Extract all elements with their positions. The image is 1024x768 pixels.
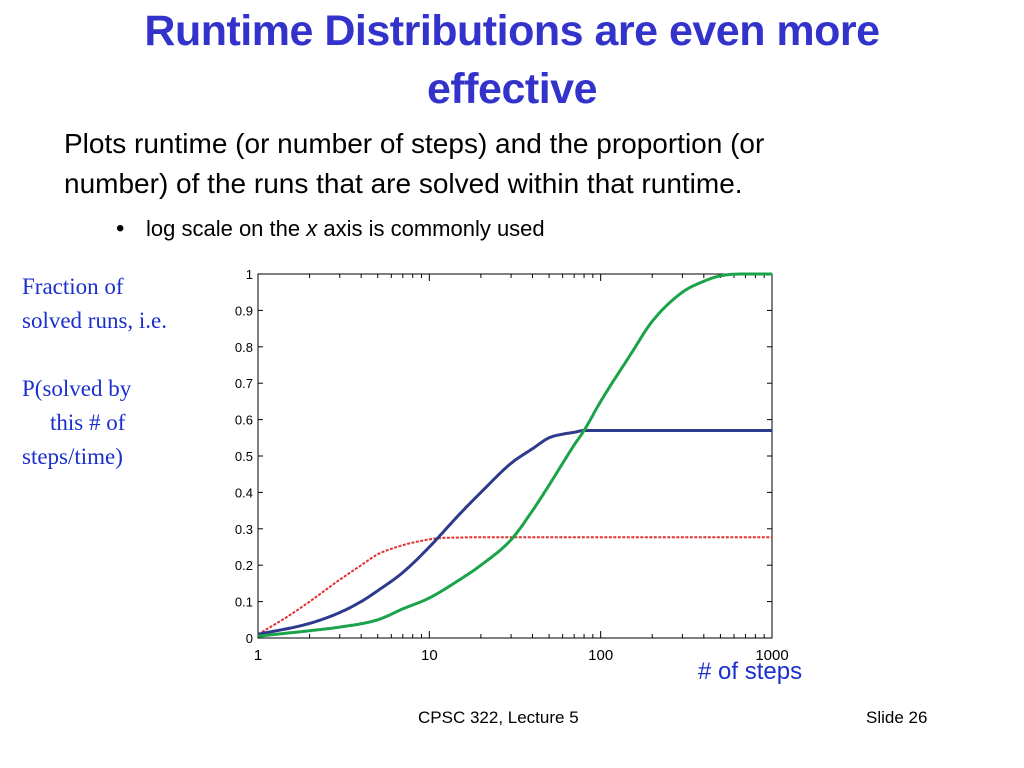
slide-title-line-2: effective — [427, 65, 597, 113]
axis-ticks: 0 0.1 0.2 0.3 0.4 0.5 0.6 0.7 0.8 0.9 1 1 10 100 1000 — [235, 267, 789, 664]
y-tick-label: 0.3 — [235, 522, 253, 537]
series-line-3 — [257, 272, 773, 638]
slide-title-line-1: Runtime Distributions are even more — [144, 7, 880, 55]
y-tick-label: 0.2 — [235, 558, 253, 573]
bullet-item: • log scale on the x axis is commonly use… — [116, 214, 545, 244]
bullet-dot-icon: • — [116, 215, 125, 242]
x-tick-label: 1000 — [755, 647, 788, 664]
bullet-text-italic: x — [306, 216, 318, 241]
slide-title: Runtime Distributions are even more effe… — [40, 2, 984, 118]
x-tick-label: 1 — [254, 647, 262, 664]
y-tick-label: 0.5 — [235, 449, 253, 464]
series-lines — [257, 272, 773, 638]
y-tick-label: 0.9 — [235, 303, 253, 318]
lead-paragraph: Plots runtime (or number of steps) and t… — [64, 124, 964, 204]
lead-line-2: number) of the runs that are solved with… — [64, 168, 743, 199]
y-tick-label: 0.8 — [235, 340, 253, 355]
plot-frame — [257, 273, 773, 639]
x-tick-label: 10 — [421, 647, 438, 664]
lead-line-1: Plots runtime (or number of steps) and t… — [64, 128, 765, 159]
y-annotation-line-2: solved runs, i.e. — [22, 308, 168, 333]
runtime-distribution-chart: 0 0.1 0.2 0.3 0.4 0.5 0.6 0.7 0.8 0.9 1 1 10 100 1000 — [235, 267, 789, 664]
bullet-text-before: log scale on the — [146, 216, 307, 241]
x-axis-label: # of steps — [698, 658, 803, 685]
y-tick-label: 1 — [246, 267, 253, 282]
y-tick-label: 0.7 — [235, 376, 253, 391]
x-tick-label: 100 — [588, 647, 613, 664]
y-annotation-line-6: steps/time) — [22, 444, 123, 469]
footer-slide-number: Slide 26 — [866, 708, 928, 727]
y-annotation-gap — [22, 338, 212, 372]
y-tick-label: 0.4 — [235, 485, 253, 500]
y-tick-label: 0 — [246, 631, 253, 646]
y-annotation-line-4: P(solved by — [22, 376, 132, 401]
y-annotation-line-5: this # of — [50, 410, 126, 435]
series-line-2 — [257, 429, 772, 636]
footer-course: CPSC 322, Lecture 5 — [418, 708, 579, 727]
y-axis-annotation: Fraction of solved runs, i.e. P(solved b… — [22, 270, 212, 474]
y-annotation-line-1: Fraction of — [22, 274, 124, 299]
bullet-text-after: axis is commonly used — [317, 216, 545, 241]
series-line-1 — [257, 536, 772, 636]
y-tick-label: 0.6 — [235, 413, 253, 428]
y-tick-label: 0.1 — [235, 595, 253, 610]
